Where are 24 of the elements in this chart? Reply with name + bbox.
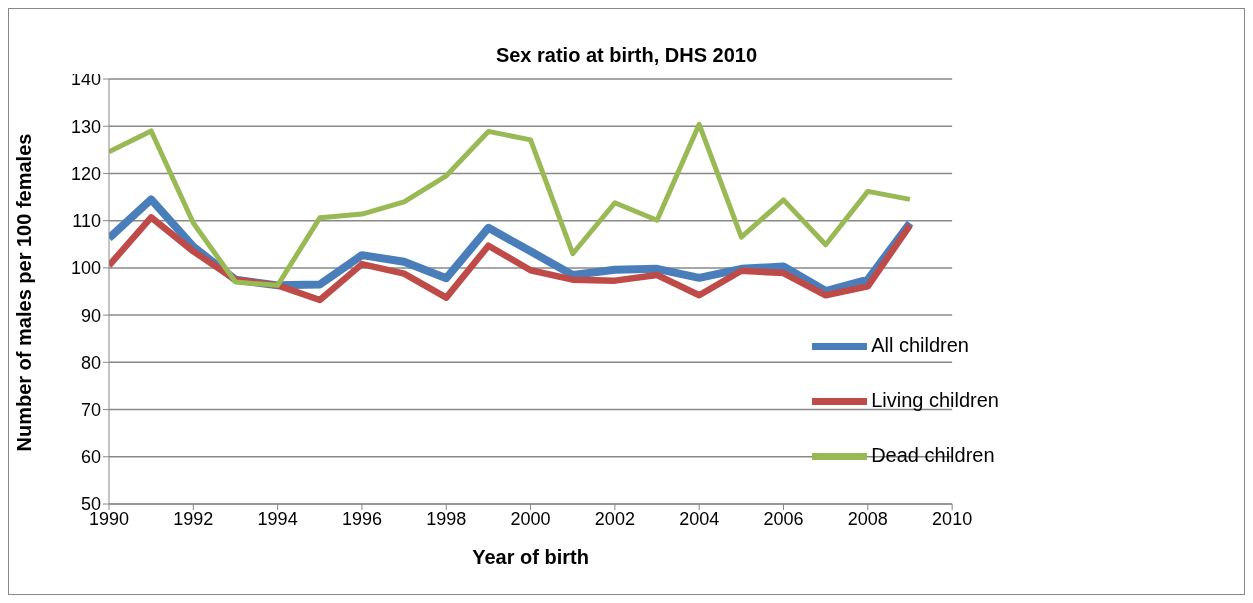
y-tick-label: 70 [80,399,101,420]
legend-label: Living children [871,388,999,411]
x-axis-title: Year of birth [472,546,589,568]
x-tick-label: 2000 [510,508,551,529]
x-tick-label: 2002 [594,508,635,529]
y-axis-title: Number of males per 100 females [13,133,36,452]
x-tick-label: 2004 [679,508,720,529]
y-tick-label: 60 [80,447,101,468]
y-tick-label: 110 [72,211,101,232]
chart-title: Sex ratio at birth, DHS 2010 [495,44,758,66]
y-tick-label: 90 [80,305,101,326]
y-tick-label: 120 [70,163,101,184]
y-tick-label: 80 [80,352,101,373]
x-tick-label: 2006 [763,508,804,529]
x-tick-label: 1992 [173,508,214,529]
y-tick-label: 100 [70,258,101,279]
x-tick-label: 2010 [932,508,973,529]
x-tick-label: 1994 [257,508,298,529]
legend-label: Dead children [871,443,995,466]
x-tick-label: 2008 [847,508,888,529]
x-tick-label: 1998 [426,508,467,529]
legend-label: All children [871,333,969,356]
x-tick-label: 1996 [341,508,382,529]
y-tick-label: 130 [70,116,101,137]
